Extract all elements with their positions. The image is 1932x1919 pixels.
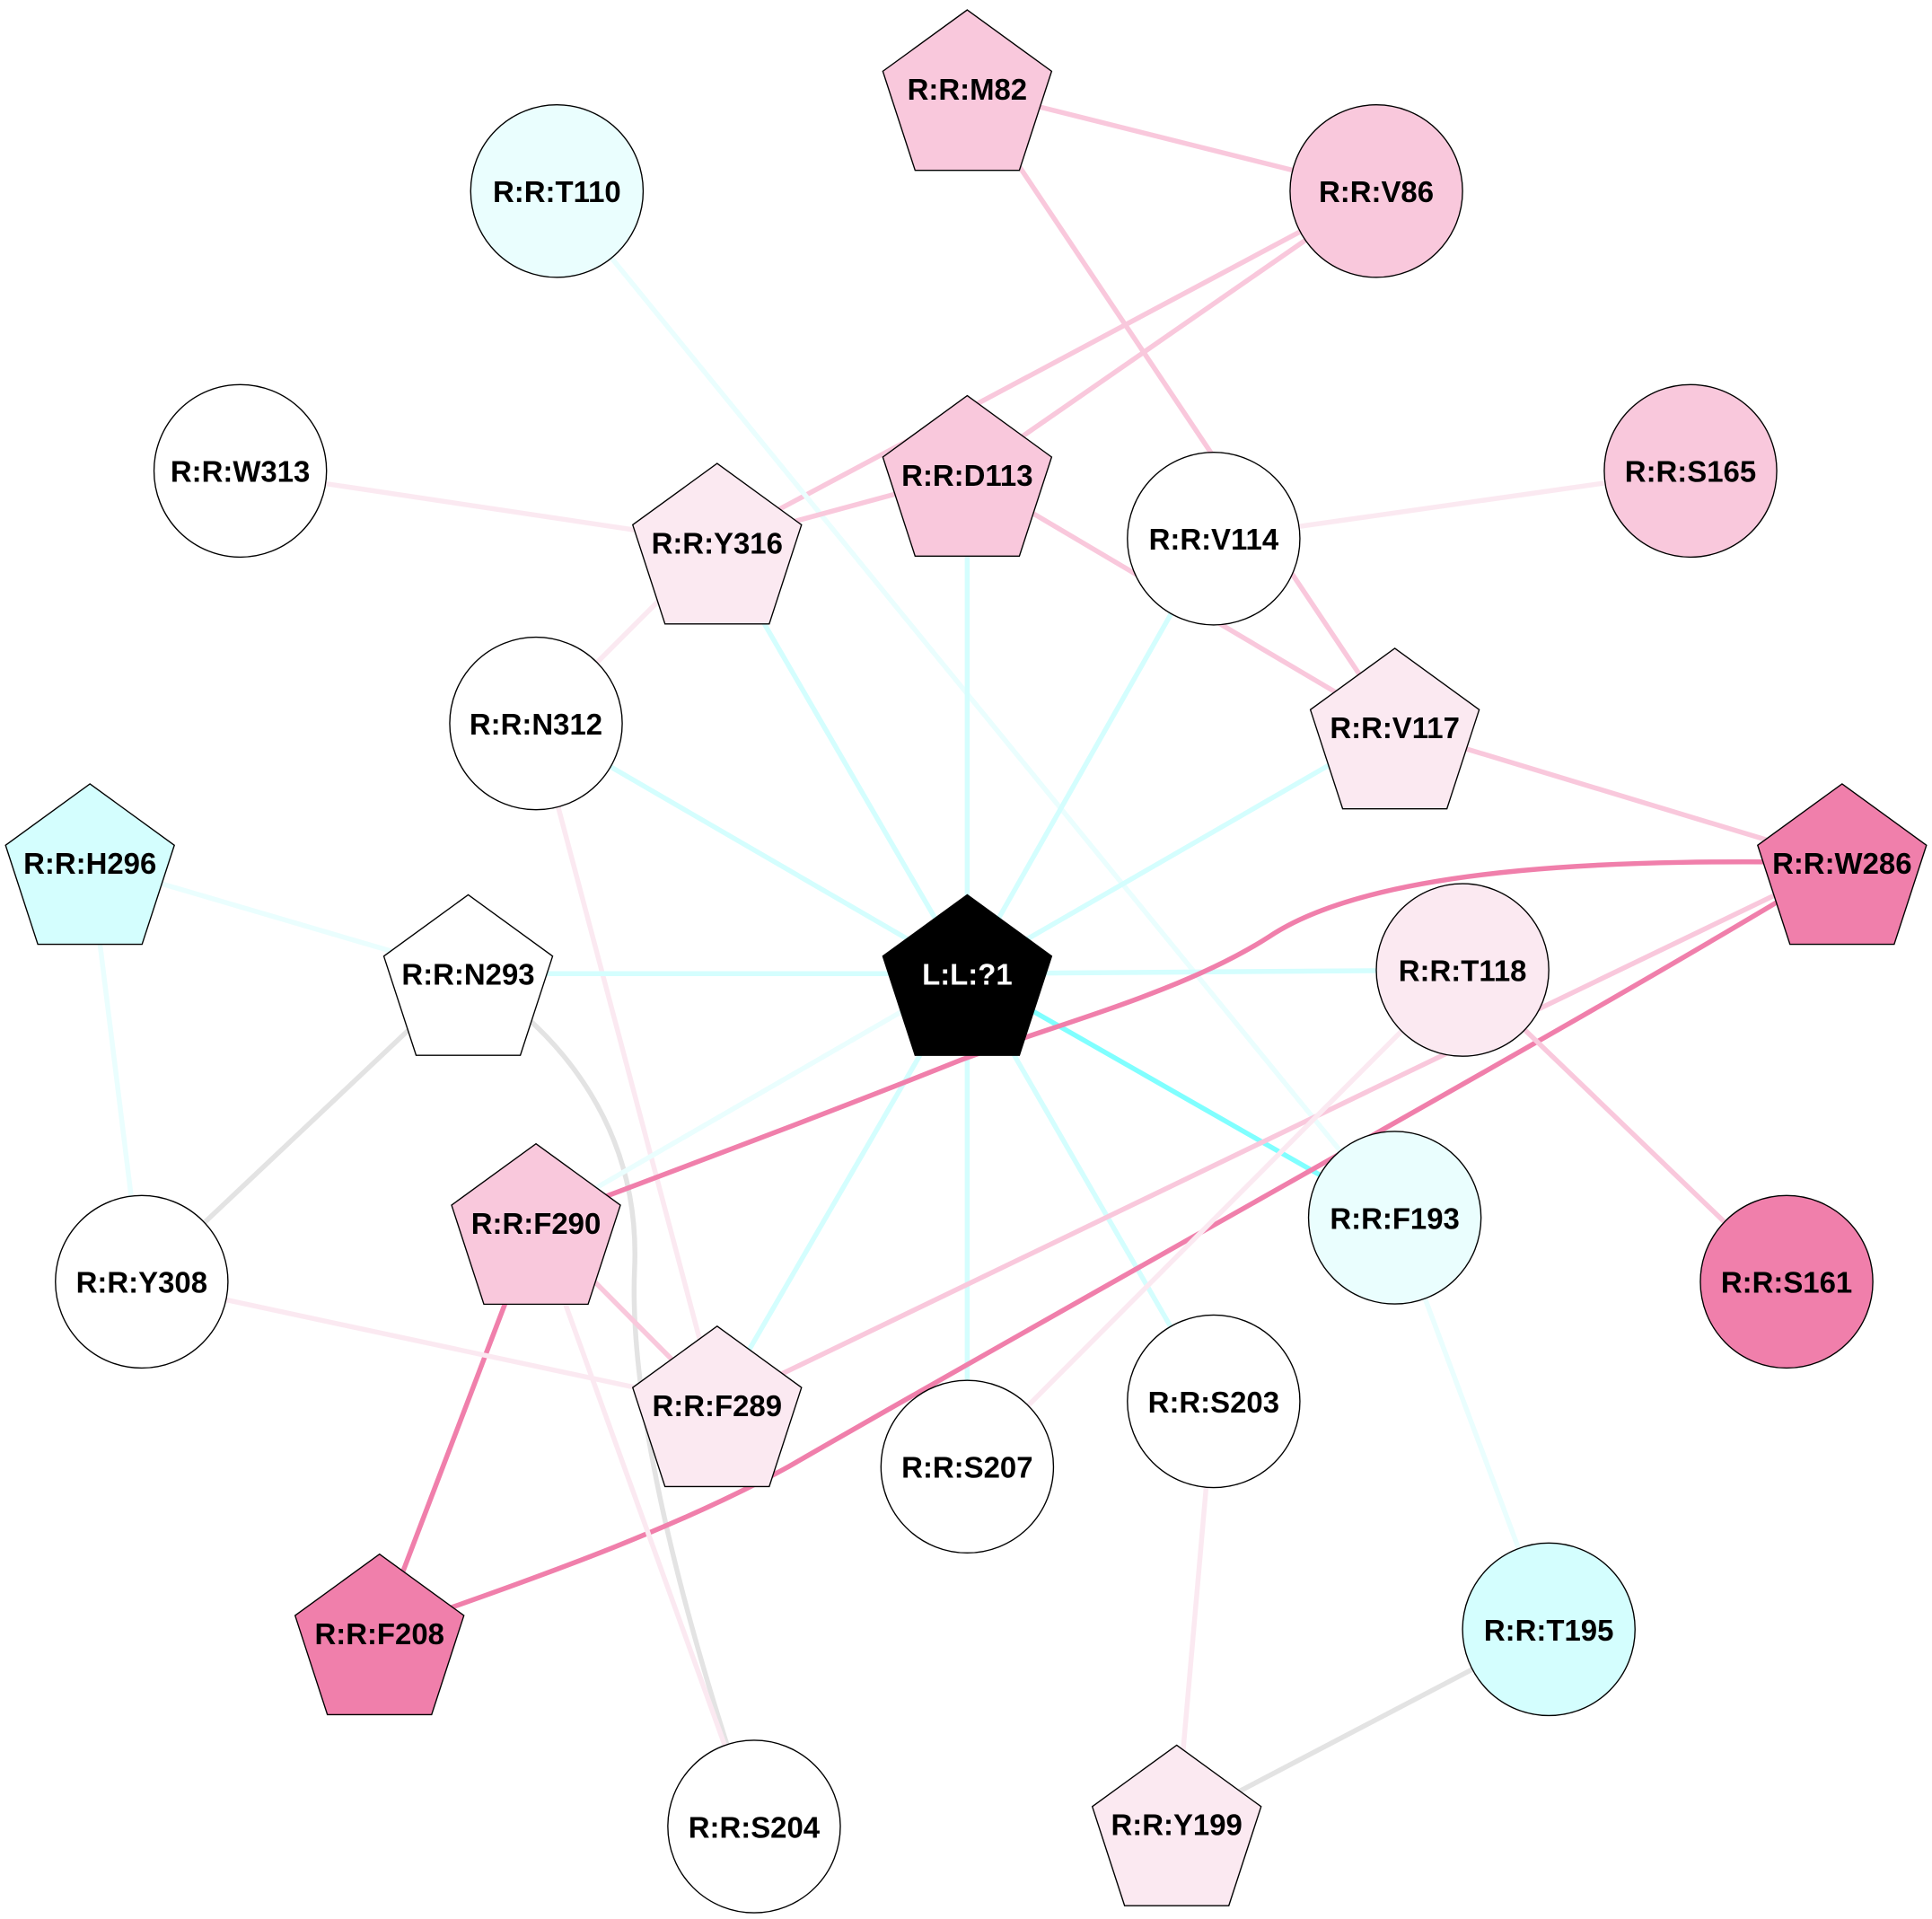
pentagon-node-shape	[631, 1325, 803, 1488]
node-v117[interactable]: R:R:V117	[1309, 647, 1480, 810]
node-label: R:R:F290	[471, 1207, 602, 1240]
pentagon-node-shape	[4, 783, 176, 946]
pentagon-node-shape	[882, 893, 1053, 1056]
node-label: R:R:W286	[1772, 847, 1911, 880]
node-label: R:R:V86	[1319, 175, 1434, 208]
node-label: R:R:T118	[1399, 955, 1527, 988]
circle-node-shape	[55, 1194, 229, 1369]
circle-node-shape	[667, 1739, 841, 1914]
node-y316[interactable]: R:R:Y316	[631, 462, 803, 625]
edge-w286-f290	[535, 858, 1842, 1226]
edge-t110-f193	[555, 189, 1397, 1219]
pentagon-node-shape	[1091, 1744, 1262, 1906]
node-label: L:L:?1	[922, 958, 1013, 991]
node-y308[interactable]: R:R:Y308	[55, 1194, 229, 1369]
node-label: R:R:Y316	[652, 526, 783, 559]
node-t110[interactable]: R:R:T110	[470, 104, 645, 278]
node-label: R:R:Y199	[1111, 1809, 1243, 1842]
node-label: R:R:Y308	[76, 1266, 207, 1299]
node-s165[interactable]: R:R:S165	[1603, 383, 1778, 559]
pentagon-node-shape	[1756, 783, 1928, 946]
node-s203[interactable]: R:R:S203	[1127, 1314, 1301, 1489]
node-d113[interactable]: R:R:D113	[882, 394, 1053, 557]
edge-l1-f290	[534, 971, 969, 1225]
edge-m82-v117	[965, 87, 1397, 729]
node-n312[interactable]: R:R:N312	[449, 636, 623, 811]
node-label: R:R:S165	[1625, 455, 1756, 489]
node-label: R:R:N312	[470, 708, 602, 741]
edge-n293-s204	[467, 971, 757, 1827]
node-label: R:R:S204	[689, 1810, 821, 1844]
circle-node-shape	[1462, 1542, 1636, 1717]
node-l1[interactable]: L:L:?1	[882, 893, 1053, 1056]
node-label: R:R:S203	[1148, 1386, 1279, 1419]
node-label: R:R:S207	[901, 1451, 1032, 1484]
pentagon-node-shape	[882, 9, 1053, 172]
node-label: R:R:M82	[908, 73, 1028, 106]
node-w313[interactable]: R:R:W313	[153, 383, 328, 559]
node-t118[interactable]: R:R:T118	[1375, 883, 1550, 1057]
edge-v86-y316	[716, 189, 1378, 545]
pentagon-node-shape	[451, 1142, 621, 1306]
edge-v117-l1	[966, 725, 1396, 976]
node-label: R:R:V117	[1330, 711, 1460, 744]
edge-w286-f208	[378, 860, 1844, 1636]
pentagon-node-shape	[1309, 647, 1480, 810]
node-f289[interactable]: R:R:F289	[631, 1325, 803, 1488]
circle-node-shape	[1127, 452, 1301, 626]
node-y199[interactable]: R:R:Y199	[1091, 1744, 1262, 1906]
node-f208[interactable]: R:R:F208	[294, 1553, 465, 1716]
pentagon-node-shape	[631, 462, 803, 625]
node-label: R:R:N293	[401, 958, 534, 991]
circle-node-shape	[1307, 1131, 1482, 1305]
circle-node-shape	[153, 383, 328, 559]
node-label: R:R:F208	[314, 1617, 444, 1651]
node-h296[interactable]: R:R:H296	[4, 783, 176, 946]
node-label: R:R:V114	[1149, 523, 1279, 556]
node-label: R:R:F193	[1330, 1202, 1460, 1235]
node-label: R:R:T110	[493, 175, 621, 208]
node-label: R:R:S161	[1721, 1266, 1852, 1299]
edge-y308-f289	[141, 1279, 718, 1408]
node-w286[interactable]: R:R:W286	[1756, 783, 1928, 946]
node-v114[interactable]: R:R:V114	[1127, 452, 1301, 626]
node-label: R:R:T195	[1484, 1614, 1614, 1647]
node-s207[interactable]: R:R:S207	[880, 1379, 1055, 1554]
node-f193[interactable]: R:R:F193	[1307, 1131, 1482, 1305]
edge-n312-f289	[533, 722, 720, 1406]
node-label: R:R:W313	[171, 455, 310, 489]
circle-node-shape	[880, 1379, 1055, 1554]
node-t195[interactable]: R:R:T195	[1462, 1542, 1636, 1717]
node-s161[interactable]: R:R:S161	[1699, 1194, 1874, 1369]
pentagon-node-shape	[294, 1553, 465, 1716]
circle-node-shape	[1699, 1194, 1874, 1369]
node-m82[interactable]: R:R:M82	[882, 9, 1053, 172]
node-label: R:R:D113	[901, 459, 1032, 492]
node-n293[interactable]: R:R:N293	[382, 893, 554, 1056]
edge-w286-f289	[716, 860, 1844, 1408]
circle-node-shape	[1289, 104, 1463, 278]
circle-node-shape	[1375, 883, 1550, 1057]
circle-node-shape	[449, 636, 623, 811]
edge-t118-s207	[965, 968, 1465, 1469]
node-label: R:R:F289	[653, 1389, 783, 1422]
node-s204[interactable]: R:R:S204	[667, 1739, 841, 1914]
circle-node-shape	[1603, 383, 1778, 559]
nodes-layer: R:R:M82 R:R:T110 R:R:V86 R:R:W313 R:R:Y316 R:…	[4, 9, 1928, 1914]
edge-f290-s204	[533, 1221, 757, 1827]
node-v86[interactable]: R:R:V86	[1289, 104, 1463, 278]
circle-node-shape	[470, 104, 645, 278]
node-label: R:R:H296	[23, 847, 156, 880]
pentagon-node-shape	[882, 394, 1053, 557]
node-f290[interactable]: R:R:F290	[451, 1142, 621, 1306]
pentagon-node-shape	[382, 893, 554, 1056]
circle-node-shape	[1127, 1314, 1301, 1489]
